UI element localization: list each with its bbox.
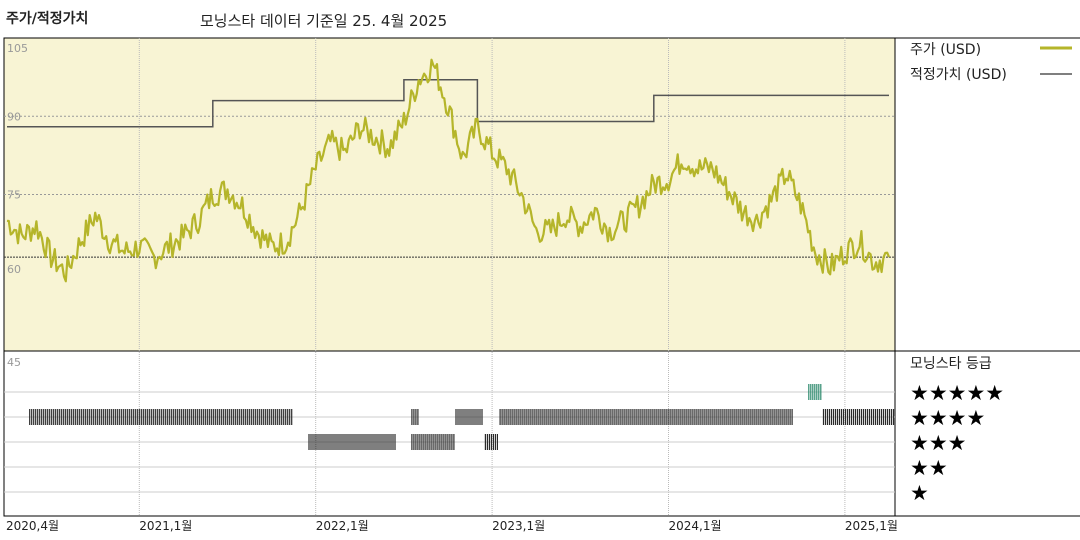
x-tick-labels: 2020,4월 2021,1월 2022,1월 2023,1월 2024,1월 2025,… bbox=[6, 519, 898, 533]
x-tick-label: 2024,1월 bbox=[669, 519, 722, 533]
x-tick-label: 2022,1월 bbox=[316, 519, 369, 533]
stars-3: ★★★ bbox=[910, 431, 966, 455]
stars-1: ★ bbox=[910, 481, 929, 505]
stars-2: ★★ bbox=[910, 456, 948, 480]
series-layer bbox=[6, 58, 891, 283]
legend-fair-label: 적정가치 (USD) bbox=[910, 67, 1007, 83]
y-tick-label: 90 bbox=[7, 110, 21, 123]
x-tick-label: 2025,1월 bbox=[845, 519, 898, 533]
y-tick-label: 60 bbox=[7, 263, 21, 276]
fair-value-line bbox=[7, 78, 889, 128]
legend-price-label: 주가 (USD) bbox=[910, 42, 981, 58]
chart-title: 주가/적정가치 bbox=[6, 11, 89, 27]
x-tick-label: 2020,4월 bbox=[6, 519, 59, 533]
data-date-note: 모닝스타 데이터 기준일 25. 4월 2025 bbox=[200, 12, 448, 30]
y-tick-label: 105 bbox=[7, 42, 28, 55]
rating-panel bbox=[3, 350, 896, 517]
rating-bars bbox=[29, 384, 895, 450]
stars-5: ★★★★★ bbox=[910, 381, 1004, 405]
price-line bbox=[6, 58, 891, 283]
y-tick-label: 45 bbox=[7, 356, 21, 369]
x-tick-label: 2021,1월 bbox=[139, 519, 192, 533]
x-tick-label: 2023,1월 bbox=[492, 519, 545, 533]
y-tick-label: 75 bbox=[7, 189, 21, 202]
stars-4: ★★★★ bbox=[910, 406, 985, 430]
rating-title: 모닝스타 등급 bbox=[910, 356, 992, 372]
y-tick-labels: 105 90 75 60 45 bbox=[7, 42, 28, 369]
